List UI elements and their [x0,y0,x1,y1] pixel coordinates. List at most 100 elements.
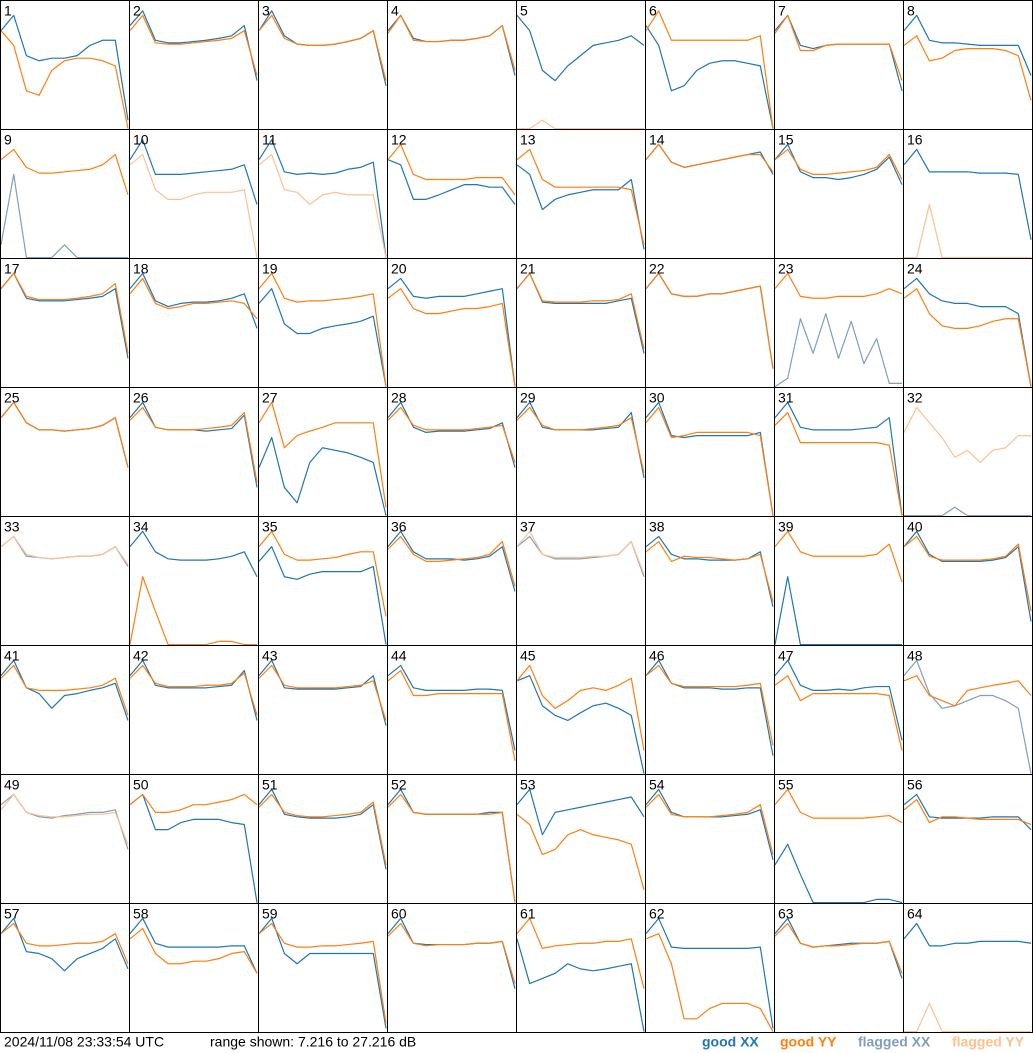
spectrum-line [516,938,645,1032]
panel-label: 42 [133,647,149,663]
legend-entry: flagged XX [858,1034,931,1050]
panel-label: 51 [262,776,278,792]
panel-label: 15 [778,131,794,147]
panel-label: 40 [907,518,923,534]
spectrum-line [645,406,774,516]
spectrum-line [774,313,902,388]
spectrum-line [0,922,129,964]
spectrum-line [903,35,1032,101]
spectrum-line [0,272,129,359]
spectrum-line [517,119,644,130]
panel-label: 31 [778,389,794,405]
panel-label: 22 [649,260,665,276]
spectrum-line [0,148,129,196]
panel-label: 57 [4,905,20,921]
spectrum-line [387,530,516,592]
spectrum-line [645,25,774,129]
spectrum-line [645,793,774,855]
spectrum-line [516,675,645,774]
panel-label: 16 [907,131,923,147]
spectrum-line [516,164,645,250]
panel-label: 13 [520,131,536,147]
panel-label: 38 [649,518,665,534]
panel-label: 26 [133,389,149,405]
spectrum-line [904,203,1031,259]
panel-label: 5 [520,2,528,18]
spectrum-line [387,793,516,903]
spectrum-line [258,153,387,258]
spectrum-line [774,411,903,516]
spectrum-line [903,406,1031,464]
spectrum-line [387,669,516,761]
spectrum-line [258,14,387,81]
legend-entry: good YY [780,1034,837,1050]
panel-label: 34 [133,518,149,534]
spectrum-line [129,793,258,903]
panel-label: 44 [391,647,407,663]
spectrum-line [903,535,1032,612]
spectrum-line [516,813,645,890]
spectrum-line [387,406,516,463]
spectrum-line [774,148,903,180]
spectrum-line [645,401,774,516]
spectrum-line [645,272,774,369]
spectrum-line [129,406,258,483]
panel-label: 35 [262,518,278,534]
panel-label: 39 [778,518,794,534]
panel-label: 25 [4,389,20,405]
panel-label: 8 [907,2,915,18]
spectrum-line [774,14,903,81]
spectrum-line [645,917,774,1029]
spectrum-line [774,659,903,741]
spectrum-line [258,530,387,617]
spectrum-line [129,14,258,76]
panel-label: 59 [262,905,278,921]
panel-label: 14 [649,131,665,147]
spectrum-line [645,933,774,1032]
panel-label: 2 [133,2,141,18]
panel-label: 45 [520,647,536,663]
panel-label: 50 [133,776,149,792]
panel-label: 49 [4,776,20,792]
spectrum-line [0,535,129,565]
spectrum-line [903,14,1032,76]
spectrum-line [129,927,258,974]
panel-label: 7 [778,2,786,18]
panel-label: 9 [4,131,12,147]
panel-label: 21 [520,260,536,276]
spectrum-line [516,406,645,473]
panel-label: 36 [391,518,407,534]
spectrum-line [516,664,645,751]
spectrum-line [258,401,387,508]
legend-entry: flagged YY [952,1034,1025,1050]
spectrum-line [129,153,258,258]
panel-label: 32 [907,389,923,405]
spectrum-line [774,675,903,751]
spectrum-line [903,288,1032,387]
panel-label: 23 [778,260,794,276]
spectrum-line [774,576,902,646]
spectrum-line [774,272,903,299]
spectrum-line [774,401,903,516]
spectrum-line [516,148,645,245]
panel-label: 6 [649,2,657,18]
panel-label: 1 [4,2,12,18]
spectrum-line [0,30,129,129]
panel-label: 20 [391,260,407,276]
spectrum-line [645,540,774,602]
spectrum-line [904,1002,1031,1033]
spectrum-line [258,546,387,645]
spectrum-line [387,922,516,984]
spectrum-line [258,793,387,865]
spectrum-line [645,664,774,746]
spectrum-line [0,917,129,972]
panel-label: 53 [520,776,536,792]
panel-label: 46 [649,647,665,663]
panel-label: 33 [4,518,20,534]
spectrum-line [129,576,257,646]
spectrum-line [129,139,258,205]
spectrum-line [258,436,387,516]
legend-entry: good XX [702,1034,759,1050]
spectrum-line [645,10,774,129]
